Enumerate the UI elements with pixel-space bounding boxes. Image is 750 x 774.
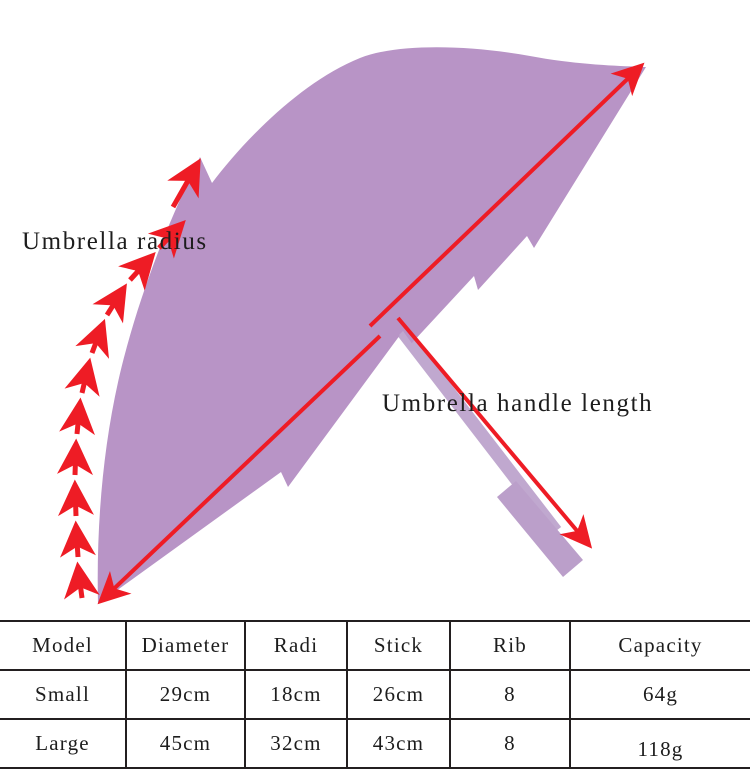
cell-radi-small: 18cm bbox=[244, 669, 348, 720]
table-header-row: Model Diameter Radi Stick Rib Capacity bbox=[0, 620, 750, 671]
column-header-rib: Rib bbox=[449, 620, 571, 671]
umbrella-radius-label: Umbrella radius bbox=[22, 228, 208, 255]
cell-diameter-small: 29cm bbox=[125, 669, 246, 720]
cell-radi-large: 32cm bbox=[244, 718, 348, 769]
umbrella-shaft bbox=[386, 314, 583, 577]
table-row: Large 45cm 32cm 43cm 8 118g bbox=[0, 718, 750, 774]
cell-model-small: Small bbox=[0, 669, 127, 720]
cell-capacity-large: 118g bbox=[569, 724, 750, 774]
column-header-radi: Radi bbox=[244, 620, 348, 671]
table-row: Small 29cm 18cm 26cm 8 64g bbox=[0, 669, 750, 720]
radius-measure-arrow-chain bbox=[57, 158, 201, 600]
column-header-stick: Stick bbox=[346, 620, 451, 671]
umbrella-shaft-tip bbox=[399, 331, 413, 349]
umbrella-handle-length-label: Umbrella handle length bbox=[382, 390, 654, 417]
column-header-capacity: Capacity bbox=[569, 620, 750, 671]
cell-model-large: Large bbox=[0, 718, 127, 769]
cell-stick-small: 26cm bbox=[346, 669, 451, 720]
cell-rib-large: 8 bbox=[449, 718, 571, 769]
column-header-model: Model bbox=[0, 620, 127, 671]
umbrella-illustration bbox=[57, 47, 647, 605]
cell-rib-small: 8 bbox=[449, 669, 571, 720]
cell-diameter-large: 45cm bbox=[125, 718, 246, 769]
spec-table: Model Diameter Radi Stick Rib Capacity S… bbox=[0, 620, 750, 774]
cell-capacity-small: 64g bbox=[569, 669, 750, 720]
column-header-diameter: Diameter bbox=[125, 620, 246, 671]
diameter-measure-arrow bbox=[97, 62, 645, 605]
cell-stick-large: 43cm bbox=[346, 718, 451, 769]
umbrella-spec-page: Umbrella radius Umbrella handle length M… bbox=[0, 47, 750, 774]
handle-length-measure-arrow bbox=[396, 316, 593, 549]
